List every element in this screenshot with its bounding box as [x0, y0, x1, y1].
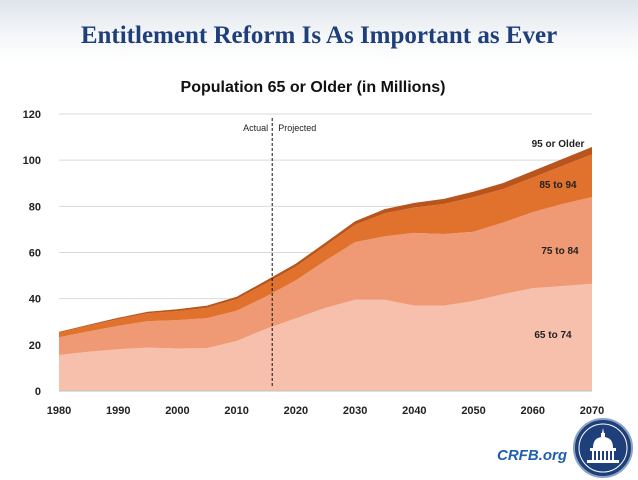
area-75-to-84 — [59, 197, 592, 355]
actual-label: Actual — [243, 123, 268, 133]
title-band — [0, 0, 638, 62]
x-tick-label: 2000 — [165, 405, 189, 417]
x-tick-label: 2010 — [224, 405, 248, 417]
projected-label: Projected — [278, 123, 316, 133]
crfb-link[interactable]: CRFB.org — [497, 447, 567, 464]
series-label-85-to-94: 85 to 94 — [539, 180, 577, 191]
y-tick-label: 100 — [23, 155, 41, 167]
y-tick-label: 40 — [29, 294, 41, 306]
x-tick-label: 1990 — [106, 405, 130, 417]
y-tick-label: 120 — [23, 109, 41, 121]
y-tick-label: 0 — [35, 386, 41, 398]
area-65-to-74 — [59, 283, 592, 391]
x-tick-label: 2020 — [284, 405, 308, 417]
y-tick-label: 80 — [29, 201, 41, 213]
y-tick-label: 60 — [29, 248, 41, 260]
y-tick-label: 20 — [29, 340, 41, 352]
x-tick-label: 1980 — [47, 405, 71, 417]
x-tick-label: 2050 — [461, 405, 485, 417]
series-label-65-to-74: 65 to 74 — [534, 330, 572, 341]
series-label-75-to-84: 75 to 84 — [541, 246, 579, 257]
series-label-95-or-older: 95 or Older — [532, 139, 585, 150]
capitol-dome-seal-icon — [572, 417, 634, 479]
x-tick-label: 2040 — [402, 405, 426, 417]
slide-title: Entitlement Reform Is As Important as Ev… — [80, 22, 558, 49]
x-tick-label: 2070 — [580, 405, 604, 417]
x-tick-label: 2060 — [521, 405, 545, 417]
x-tick-label: 2030 — [343, 405, 367, 417]
chart-title: Population 65 or Older (in Millions) — [181, 79, 446, 96]
